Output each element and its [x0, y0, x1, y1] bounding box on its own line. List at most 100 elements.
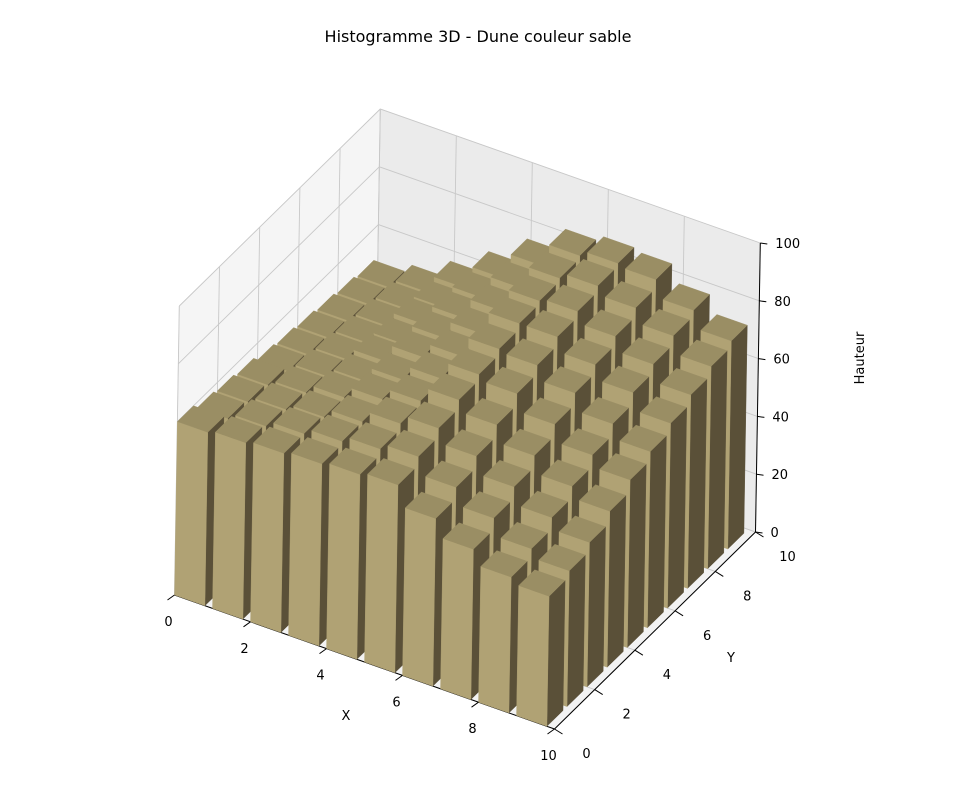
z-tick-mark — [757, 415, 765, 418]
bar-top-face — [558, 515, 606, 543]
bar-top-face — [584, 309, 632, 337]
bar-top-face — [275, 365, 323, 393]
bar-top-face — [508, 274, 556, 301]
bar-top-face — [468, 322, 516, 350]
bar-top-face — [425, 460, 473, 488]
y-tick-label: 0 — [582, 747, 590, 762]
bar-top-face — [465, 397, 513, 425]
y-tick-label: 2 — [623, 708, 631, 723]
z-axis-line — [755, 242, 761, 533]
bar-top-face — [273, 406, 321, 434]
bar-top-face — [295, 348, 343, 376]
bar-top-face — [506, 338, 554, 366]
bar-top-face — [520, 490, 569, 518]
bar-top-face — [407, 401, 455, 429]
bar-top-face — [528, 251, 577, 279]
bar-top-face — [544, 366, 592, 394]
bar-top-face — [561, 428, 609, 456]
bar-top-face — [349, 422, 397, 450]
bar-front-face — [212, 431, 247, 620]
z-tick-label: 0 — [771, 526, 779, 541]
bar-top-face — [387, 429, 435, 457]
y-tick-label: 6 — [703, 629, 711, 644]
bar-top-face — [291, 437, 339, 465]
bar-front-face — [402, 507, 436, 687]
x-tick-label: 10 — [540, 749, 557, 764]
bar-top-face — [604, 281, 653, 309]
x-tick-mark — [243, 621, 251, 628]
z-axis-label: Hauteur — [853, 331, 868, 384]
bar-top-face — [357, 260, 405, 288]
bar-top-face — [217, 374, 265, 402]
y-tick-mark — [634, 649, 644, 656]
bar-top-face — [486, 366, 534, 394]
bar-top-face — [255, 382, 303, 410]
chart-title: Histogramme 3D - Dune couleur sable — [325, 27, 632, 46]
bar-top-face — [700, 314, 748, 342]
bar-top-face — [546, 284, 594, 312]
bar-top-face — [581, 396, 629, 424]
bar-top-face — [329, 447, 377, 475]
bar-top-face — [442, 522, 490, 550]
bar-top-face — [625, 252, 673, 280]
x-tick-mark — [319, 648, 327, 655]
bar-top-face — [404, 491, 453, 519]
bar-front-face — [288, 452, 323, 647]
x-axis-label: X — [342, 709, 351, 724]
z-tick-label: 100 — [775, 237, 800, 252]
bar-top-face — [337, 276, 385, 304]
bar-top-face — [369, 396, 417, 424]
bar-top-face — [462, 491, 511, 519]
bar-front-face — [250, 442, 285, 633]
bar-top-face — [277, 327, 325, 355]
bar-top-face — [428, 373, 476, 401]
bar-top-face — [445, 429, 493, 457]
z-tick-label: 80 — [774, 295, 791, 310]
x-tick-mark — [395, 674, 403, 681]
bar-top-face — [500, 521, 548, 549]
z-tick-label: 60 — [773, 353, 790, 368]
bar-top-face — [541, 459, 589, 487]
bar-top-face — [642, 308, 690, 336]
x-tick-label: 4 — [316, 669, 324, 684]
x-tick-mark — [167, 594, 175, 601]
bar-top-face — [215, 416, 263, 444]
bar-top-face — [177, 405, 225, 433]
bar-top-face — [619, 424, 667, 452]
x-tick-mark — [471, 701, 479, 708]
gridline-z-side — [178, 108, 381, 307]
bar-front-face — [478, 566, 512, 714]
z-tick-label: 20 — [772, 468, 789, 483]
bar-top-face — [523, 397, 571, 425]
bar-top-face — [235, 399, 283, 427]
y-tick-label: 8 — [743, 589, 751, 604]
bar-top-face — [311, 414, 359, 442]
bar-top-face — [480, 550, 528, 578]
bar-top-face — [253, 426, 301, 454]
y-axis-line — [554, 531, 756, 730]
bar-side-face — [606, 494, 627, 668]
bar-top-face — [367, 458, 415, 486]
z-tick-mark — [758, 358, 766, 361]
bar-top-face — [566, 259, 615, 287]
y-tick-label: 10 — [779, 550, 796, 565]
gridline-z-back — [380, 108, 761, 244]
x-tick-label: 0 — [164, 615, 172, 630]
bar-top-face — [448, 347, 496, 375]
bar-front-face — [516, 585, 550, 727]
bar-top-face — [622, 337, 670, 365]
bar-top-face — [297, 310, 345, 338]
z-tick-mark — [759, 300, 767, 303]
x-tick-mark — [547, 728, 555, 735]
z-tick-mark — [756, 473, 764, 476]
bar-side-face — [566, 554, 586, 708]
x-tick-label: 6 — [392, 695, 400, 710]
y-tick-mark — [554, 728, 563, 735]
bar-top-face — [579, 484, 627, 512]
gridline-z-side — [177, 224, 379, 422]
y-tick-mark — [715, 570, 724, 577]
bar-top-face — [538, 544, 586, 572]
y-tick-label: 4 — [663, 668, 671, 683]
